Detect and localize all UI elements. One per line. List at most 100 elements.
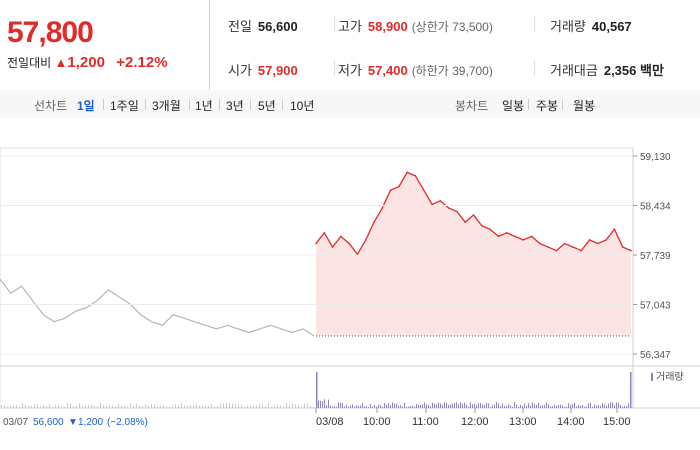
- volume-bar: [404, 402, 405, 408]
- tab-weekly-candle[interactable]: 주봉: [536, 99, 559, 113]
- volume-bar: [358, 405, 359, 408]
- volume-bar: [416, 403, 417, 408]
- volume-bar: [106, 406, 107, 408]
- tab-1year[interactable]: 1년: [195, 99, 213, 113]
- data-point: [447, 207, 450, 209]
- data-point: [439, 200, 442, 202]
- tab-1week[interactable]: 1주일: [110, 99, 139, 113]
- volume-bar: [426, 404, 427, 408]
- volume-bar: [324, 399, 325, 408]
- tab-5years[interactable]: 5년: [258, 99, 276, 113]
- tab-3years[interactable]: 3년: [226, 99, 244, 113]
- volume-bar: [163, 405, 164, 408]
- volume-bar: [592, 406, 593, 408]
- volume-bar: [570, 404, 571, 408]
- volume-bar: [208, 406, 209, 408]
- volume-bar: [572, 404, 573, 408]
- volume-bar: [229, 403, 230, 408]
- volume-bar: [526, 405, 527, 408]
- data-point: [597, 242, 599, 245]
- volume-bar: [88, 404, 89, 408]
- volume-bar: [588, 403, 589, 408]
- volume-bar: [154, 404, 155, 408]
- data-point: [505, 232, 508, 234]
- volume-bar: [352, 404, 353, 408]
- tab-monthly-candle[interactable]: 월봉: [573, 99, 596, 113]
- prev-day-change: 1,200: [78, 417, 103, 428]
- tab-divider: [103, 99, 104, 110]
- volume-bar: [318, 400, 319, 408]
- volume-bar: [630, 372, 632, 408]
- volume-bar: [283, 406, 284, 408]
- volume-bar: [342, 402, 343, 408]
- volume-bar: [16, 404, 17, 408]
- today-area: [316, 172, 631, 337]
- volume-bar: [584, 406, 585, 408]
- volume-bar: [320, 400, 321, 408]
- volume-bar: [390, 405, 391, 408]
- x-tick-label: 12:00: [461, 416, 489, 428]
- volume-bar: [468, 406, 469, 408]
- diff-amount: 1,200: [67, 54, 105, 71]
- data-point: [398, 185, 400, 188]
- y-tick-label: 57,043: [640, 301, 671, 312]
- prev-day-date: 03/07: [3, 417, 28, 428]
- volume-bar: [552, 406, 553, 408]
- volume-bar: [336, 406, 337, 408]
- volume-bar: [430, 406, 431, 408]
- volume-bar: [422, 404, 423, 408]
- volume-bar: [498, 403, 499, 408]
- volume-bar: [4, 404, 5, 408]
- data-point: [539, 242, 541, 245]
- volume-bar: [22, 403, 23, 408]
- volume-bar: [313, 406, 314, 408]
- divider: [534, 16, 535, 32]
- volume-bar: [28, 405, 29, 408]
- volume-bar: [289, 405, 290, 408]
- volume-bar: [516, 404, 517, 408]
- tab-divider: [219, 99, 220, 110]
- volume-legend: 거래량: [656, 371, 684, 383]
- x-tick-label: 11:00: [412, 416, 439, 428]
- volume-bar: [410, 406, 411, 408]
- volume-bar: [386, 404, 387, 408]
- volume-bar: [280, 405, 281, 408]
- volume-bar: [214, 406, 215, 408]
- volume-bar: [452, 403, 453, 408]
- volume-bar: [462, 403, 463, 408]
- tab-daily-candle[interactable]: 일봉: [502, 99, 525, 113]
- volume-bar: [73, 406, 74, 408]
- volume-bar: [109, 404, 110, 408]
- volume-bar: [362, 403, 363, 408]
- volume-bar: [464, 402, 465, 408]
- volume-bar: [444, 402, 445, 408]
- volume-bar: [82, 406, 83, 408]
- prev-day-line: [0, 278, 315, 337]
- volume-bar: [332, 406, 333, 408]
- volume-bar: [428, 404, 429, 408]
- volume-bar: [380, 404, 381, 408]
- volume-bar: [142, 406, 143, 408]
- volume-bar: [58, 405, 59, 408]
- volume-bar: [172, 405, 173, 408]
- volume-bar: [580, 405, 581, 408]
- volume-bar: [518, 406, 519, 408]
- volume-bar: [40, 406, 41, 408]
- volume-bar: [446, 402, 447, 408]
- tab-1day[interactable]: 1일: [77, 99, 95, 113]
- volume-bar: [356, 405, 357, 408]
- volume-bar: [145, 404, 146, 408]
- data-point: [580, 249, 583, 252]
- volume-bar: [175, 404, 176, 408]
- volume-bar: [157, 406, 158, 408]
- volume-bar: [510, 405, 511, 408]
- volume-bar: [37, 404, 38, 408]
- volume-bar: [79, 403, 80, 408]
- data-point: [530, 235, 533, 238]
- tab-3months[interactable]: 3개월: [152, 99, 181, 113]
- volume-bar: [350, 405, 351, 408]
- volume-bar: [438, 402, 439, 408]
- volume-bar: [136, 403, 137, 408]
- current-price: 57,800: [7, 16, 94, 49]
- tab-10years[interactable]: 10년: [290, 99, 315, 113]
